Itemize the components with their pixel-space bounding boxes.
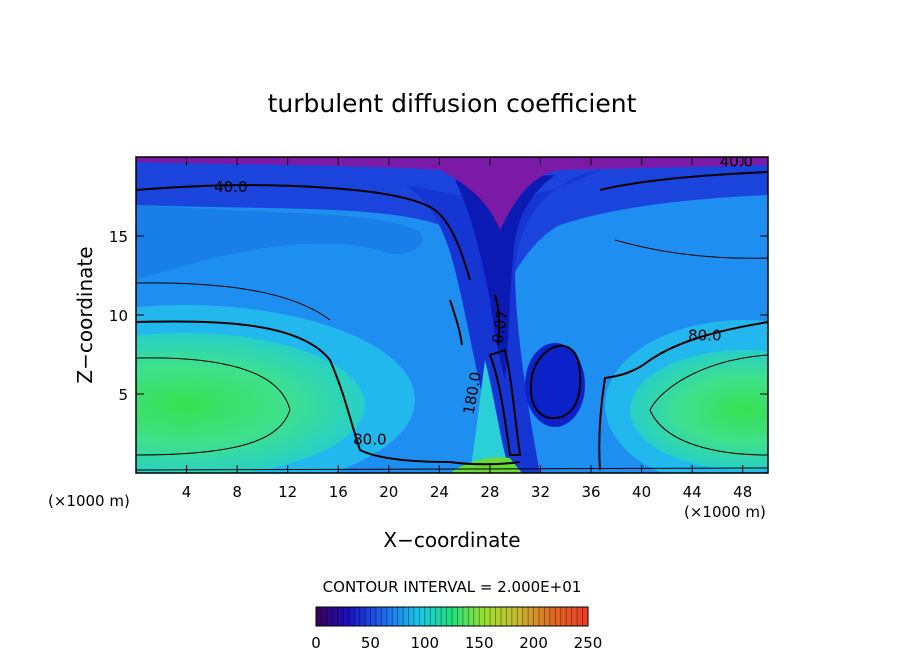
colorbar-tick-label: 200 xyxy=(519,634,548,652)
colorbar-ticks: 0 50 100 150 200 250 xyxy=(311,634,602,652)
x-axis-label: X−coordinate xyxy=(383,528,520,552)
x-tick-label: 44 xyxy=(683,483,702,501)
colorbar-frame xyxy=(315,606,589,627)
y-tick-label: 10 xyxy=(109,307,128,325)
x-unit-right: (×1000 m) xyxy=(684,503,766,521)
x-tick-label: 48 xyxy=(733,483,752,501)
contour-label: 80.0 xyxy=(353,431,386,449)
x-tick-label: 12 xyxy=(278,483,297,501)
x-tick-label: 32 xyxy=(531,483,550,501)
right-core xyxy=(630,350,768,470)
x-unit-left: (×1000 m) xyxy=(48,492,130,510)
colorbar: 0 50 100 150 200 250 xyxy=(311,606,602,652)
x-tick-label: 24 xyxy=(430,483,449,501)
contour-label: 80.0 xyxy=(688,326,721,344)
x-tick-label: 4 xyxy=(182,483,192,501)
x-tick-label: 16 xyxy=(329,483,348,501)
lower-column xyxy=(470,360,510,473)
y-axis-label: Z−coordinate xyxy=(73,246,97,383)
x-axis: 4 8 12 16 20 24 28 32 36 40 44 48 xyxy=(182,157,752,501)
colorbar-tick-label: 250 xyxy=(574,634,603,652)
y-tick-label: 5 xyxy=(118,386,128,404)
column-core xyxy=(455,175,555,380)
mid-zone xyxy=(136,205,422,280)
x-tick-label: 28 xyxy=(480,483,499,501)
colorbar-tick-label: 150 xyxy=(465,634,494,652)
colorbar-tick-label: 0 xyxy=(311,634,321,652)
x-tick-label: 40 xyxy=(632,483,651,501)
y-axis: 5 10 15 xyxy=(109,228,768,404)
colorbar-tick-label: 100 xyxy=(410,634,439,652)
colorbar-stripes xyxy=(321,607,583,626)
contour-label: 40.0 xyxy=(214,178,247,196)
left-core xyxy=(136,333,365,473)
x-tick-label: 36 xyxy=(581,483,600,501)
contour-label: 40.0 xyxy=(720,152,753,170)
right-vortex xyxy=(525,343,585,427)
contour-label: 0.07 xyxy=(488,309,512,345)
y-tick-label: 15 xyxy=(109,228,128,246)
colorbar-gradient xyxy=(316,607,588,626)
top-layer xyxy=(136,157,768,230)
colorbar-tick-label: 50 xyxy=(361,634,380,652)
chart-title: turbulent diffusion coefficient xyxy=(268,89,637,118)
contour-lines xyxy=(136,171,768,471)
x-tick-label: 8 xyxy=(232,483,242,501)
contour-interval: CONTOUR INTERVAL = 2.000E+01 xyxy=(323,578,582,596)
x-tick-label: 20 xyxy=(379,483,398,501)
